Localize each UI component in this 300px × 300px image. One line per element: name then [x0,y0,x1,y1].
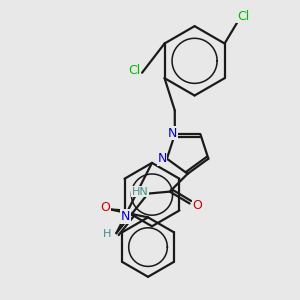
Text: N: N [168,127,178,140]
Text: HN: HN [132,187,148,196]
Text: N: N [157,152,167,165]
Text: N: N [121,210,130,223]
Text: Cl: Cl [237,10,249,23]
Text: Cl: Cl [128,64,140,77]
Text: H: H [103,229,112,239]
Text: O: O [193,199,202,212]
Text: O: O [100,201,110,214]
